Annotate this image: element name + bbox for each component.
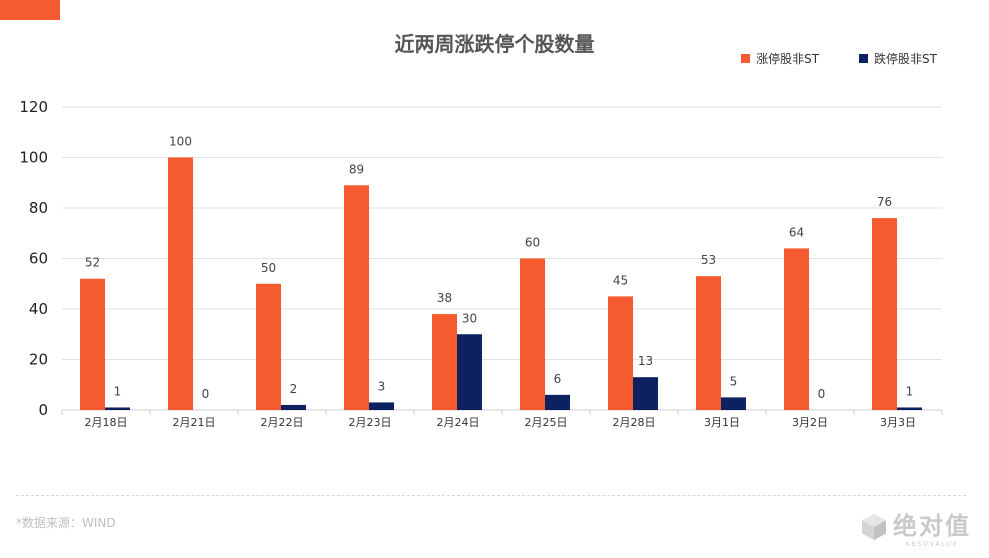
data-label: 53 [701,253,716,267]
data-source-note: *数据来源：WIND [16,516,116,530]
legend-swatch-limit-down [859,54,869,63]
bar-limit-up [168,157,193,410]
x-category-label: 2月23日 [349,416,392,429]
legend-item-limit-down: 跌停股非ST [859,50,937,67]
data-label: 0 [818,387,826,401]
x-category-label: 2月22日 [261,416,304,429]
bar-limit-up [256,283,281,410]
bar-limit-down [721,397,746,410]
watermark-logo: 绝对值 ABSOVALUE [861,506,971,548]
y-tick-label: 60 [29,250,48,268]
data-label: 5 [730,374,738,388]
data-label: 13 [638,354,653,368]
cube-logo-icon [862,514,886,540]
y-tick-label: 80 [29,199,48,217]
legend-swatch-limit-up [741,54,751,63]
legend-label-limit-down: 跌停股非ST [874,52,937,66]
bar-limit-down [105,407,130,410]
x-category-label: 2月25日 [525,416,568,429]
data-label: 60 [525,236,540,250]
data-label: 52 [85,256,100,270]
bar-limit-up [520,258,545,410]
data-label: 76 [877,195,892,209]
bar-limit-up [80,278,105,410]
watermark-subtext: ABSOVALUE [905,541,959,548]
chart-title: 近两周涨跌停个股数量 [394,32,595,56]
data-label: 30 [462,311,477,325]
bar-limit-down [897,407,922,410]
data-label: 1 [906,384,914,398]
chart-legend: 涨停股非ST 跌停股非ST [741,50,937,67]
y-tick-label: 40 [29,300,48,318]
data-label: 64 [789,225,804,239]
bar-limit-up [784,248,809,410]
bar-limit-down [633,377,658,410]
bar-limit-down [545,394,570,410]
bar-limit-down [281,404,306,410]
y-tick-label: 120 [19,98,48,116]
bar-limit-up [872,218,897,410]
watermark-text: 绝对值 [893,512,971,540]
y-tick-label: 20 [29,351,48,369]
bar-limit-up [344,185,369,410]
x-category-label: 2月18日 [85,416,128,429]
x-category-label: 3月1日 [704,416,740,429]
x-category-label: 2月21日 [173,416,216,429]
data-label: 38 [437,291,452,305]
data-label: 3 [378,379,386,393]
footer-divider [16,495,966,496]
corner-accent-block [0,0,60,20]
legend-item-limit-up: 涨停股非ST [741,50,819,67]
data-label: 6 [554,372,562,386]
x-category-label: 2月28日 [613,416,656,429]
x-category-label: 3月2日 [792,416,828,429]
y-tick-label: 100 [19,149,48,167]
data-label: 1 [114,384,122,398]
data-label: 100 [169,135,192,149]
bar-limit-up [696,276,721,410]
bar-limit-up [432,314,457,410]
bar-limit-down [457,334,482,410]
bar-limit-up [608,296,633,410]
x-category-label: 3月3日 [880,416,916,429]
data-label: 50 [261,261,276,275]
bar-chart: 0204060801001202月18日5212月21日10002月22日502… [19,98,943,429]
data-label: 89 [349,162,364,176]
data-label: 45 [613,273,628,287]
legend-label-limit-up: 涨停股非ST [756,52,820,66]
bar-limit-down [369,402,394,410]
x-category-label: 2月24日 [437,416,480,429]
data-label: 0 [202,387,210,401]
y-tick-label: 0 [38,401,48,419]
data-label: 2 [290,382,298,396]
